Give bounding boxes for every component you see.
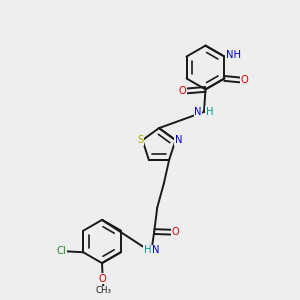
Text: O: O	[99, 274, 106, 284]
Text: NH: NH	[226, 50, 241, 60]
Text: H: H	[206, 107, 213, 117]
Text: H: H	[144, 245, 152, 256]
Text: CH₃: CH₃	[95, 286, 112, 295]
Text: N: N	[152, 245, 159, 256]
Text: Cl: Cl	[56, 246, 66, 256]
Text: O: O	[179, 86, 187, 96]
Text: N: N	[194, 107, 202, 117]
Text: S: S	[137, 135, 143, 145]
Text: O: O	[241, 75, 249, 85]
Text: O: O	[172, 227, 180, 237]
Text: N: N	[175, 135, 182, 145]
